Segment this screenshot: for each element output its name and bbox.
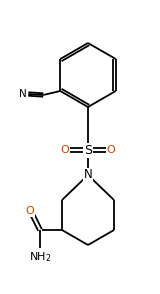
Text: O: O: [61, 145, 69, 155]
Text: N: N: [19, 89, 27, 99]
Text: N: N: [84, 168, 92, 181]
Text: O: O: [107, 145, 115, 155]
Text: S: S: [84, 143, 92, 156]
Text: NH$_2$: NH$_2$: [29, 250, 51, 264]
Text: O: O: [26, 206, 34, 216]
